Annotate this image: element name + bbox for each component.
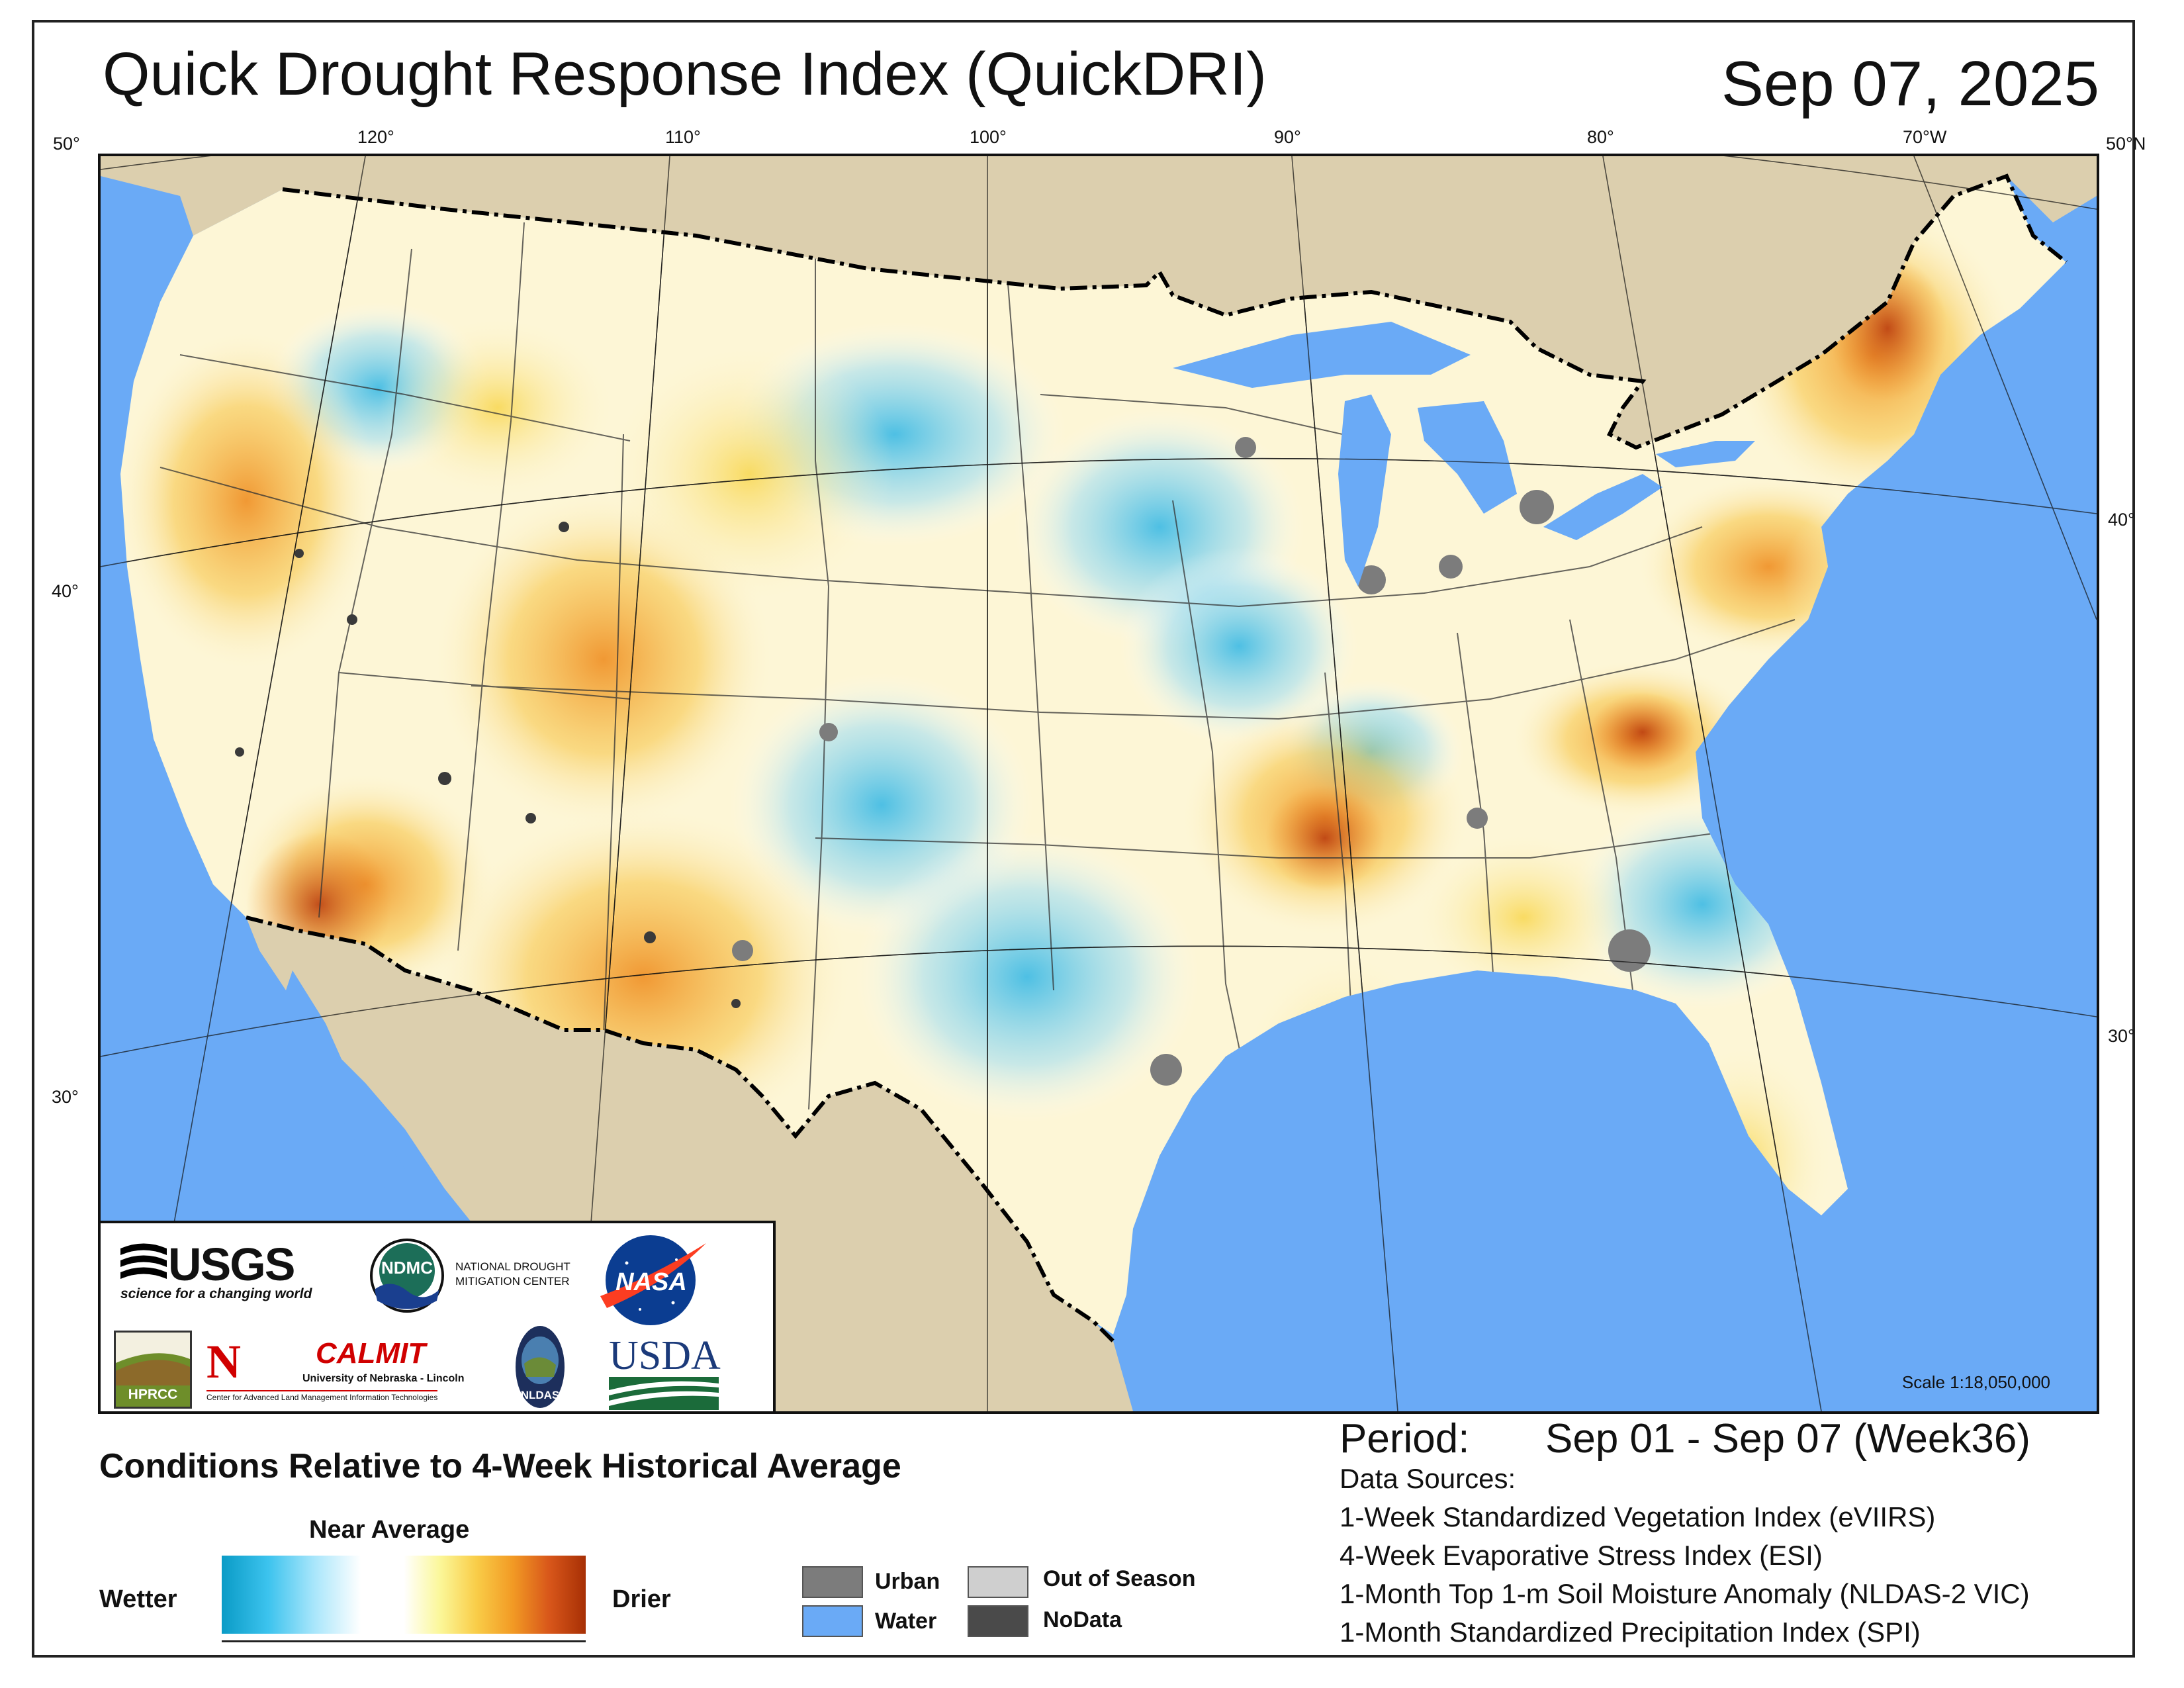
partner-logos-panel: USGS science for a changing world NDMC N… (98, 1221, 776, 1414)
nasa-text: NASA (615, 1268, 687, 1296)
usgs-text: USGS (168, 1239, 295, 1290)
calmit-center: Center for Advanced Land Management Info… (206, 1390, 438, 1402)
legend-label-urban: Urban (875, 1569, 940, 1594)
national-border (246, 173, 2068, 1343)
gulf-of-california (286, 970, 405, 1189)
calmit-text: CALMIT (316, 1337, 426, 1370)
mexico-land (246, 917, 1133, 1411)
legend-wet-colorbar (222, 1556, 361, 1634)
legend-label-nodata: NoData (1043, 1607, 1122, 1632)
ndmc-name-line2: MITIGATION CENTER (455, 1275, 570, 1288)
nasa-meatball-icon (600, 1235, 706, 1325)
map-title: Quick Drought Response Index (QuickDRI) (103, 40, 1267, 108)
usgs-wave-icon (120, 1243, 167, 1279)
legend-drier: Drier (612, 1585, 671, 1613)
legend-wetter: Wetter (99, 1585, 177, 1613)
map-canvas (101, 156, 2097, 1411)
nebraska-n-icon: N (206, 1335, 241, 1388)
ndmc-logo: NDMC NATIONAL DROUGHT MITIGATION CENTER (364, 1238, 570, 1317)
ndmc-name-line1: NATIONAL DROUGHT (455, 1260, 570, 1273)
ndmc-text: NDMC (381, 1258, 433, 1278)
nldas-text: NLDAS (520, 1389, 560, 1401)
data-source-item: 1-Week Standardized Vegetation Index (eV… (1340, 1501, 1936, 1532)
lat-label-right-40: 40° (2108, 510, 2135, 530)
drought-map[interactable]: Scale 1:18,050,000 (98, 154, 2099, 1414)
legend-near-average: Near Average (309, 1516, 470, 1544)
legend-swatch-water (802, 1605, 863, 1637)
lon-label-80: 80° (1587, 127, 1614, 147)
lon-label-120: 120° (357, 127, 394, 147)
data-source-item: 4-Week Evaporative Stress Index (ESI) (1340, 1540, 1823, 1571)
lat-label-right-30: 30° (2108, 1026, 2135, 1046)
lat-label-left-30: 30° (52, 1087, 79, 1107)
hprcc-logo: HPRCC (114, 1331, 192, 1409)
data-source-item: 1-Month Top 1-m Soil Moisture Anomaly (N… (1340, 1578, 2030, 1609)
legend-title: Conditions Relative to 4-Week Historical… (99, 1447, 901, 1485)
usda-field-icon (609, 1377, 719, 1410)
nldas-logo: NLDAS (514, 1324, 566, 1413)
period-value: Sep 01 - Sep 07 (Week36) (1545, 1416, 2030, 1462)
legend-swatch-nodata (968, 1605, 1028, 1637)
legend-swatch-urban (802, 1566, 863, 1598)
data-sources-title: Data Sources: (1340, 1463, 1516, 1494)
legend-label-water: Water (875, 1609, 937, 1634)
ndmc-emblem-icon (370, 1239, 444, 1313)
nasa-logo: NASA (594, 1230, 713, 1333)
lat-label-top-right: 50°N (2106, 134, 2146, 154)
legend-swatch-out-of-season (968, 1566, 1028, 1598)
lon-label-110: 110° (665, 127, 701, 147)
page-frame (32, 20, 2135, 1658)
great-lakes (1173, 322, 1755, 586)
usda-logo: USDA (609, 1333, 721, 1413)
lon-label-90: 90° (1274, 127, 1301, 147)
legend-colorbar-axis (222, 1640, 586, 1642)
data-source-item: 1-Month Standardized Precipitation Index… (1340, 1617, 1921, 1648)
usgs-logo: USGS science for a changing world (120, 1239, 312, 1302)
usda-text: USDA (609, 1333, 721, 1378)
map-scale: Scale 1:18,050,000 (1901, 1372, 2050, 1392)
lon-label-70w: 70°W (1903, 127, 1947, 147)
legend-dry-colorbar (404, 1556, 586, 1634)
hprcc-landscape-icon (116, 1333, 190, 1385)
map-date: Sep 07, 2025 (1721, 48, 2099, 119)
calmit-university: University of Nebraska - Lincoln (302, 1373, 465, 1384)
hprcc-text: HPRCC (128, 1387, 178, 1402)
lon-label-100: 100° (970, 127, 1007, 147)
usgs-tagline: science for a changing world (120, 1286, 312, 1301)
nldas-seal-icon (516, 1326, 565, 1408)
legend-label-out-of-season: Out of Season (1043, 1566, 1196, 1591)
period-label: Period: (1340, 1416, 1470, 1462)
lat-label-top-left: 50° (53, 134, 80, 154)
lat-label-left-40: 40° (52, 581, 79, 601)
